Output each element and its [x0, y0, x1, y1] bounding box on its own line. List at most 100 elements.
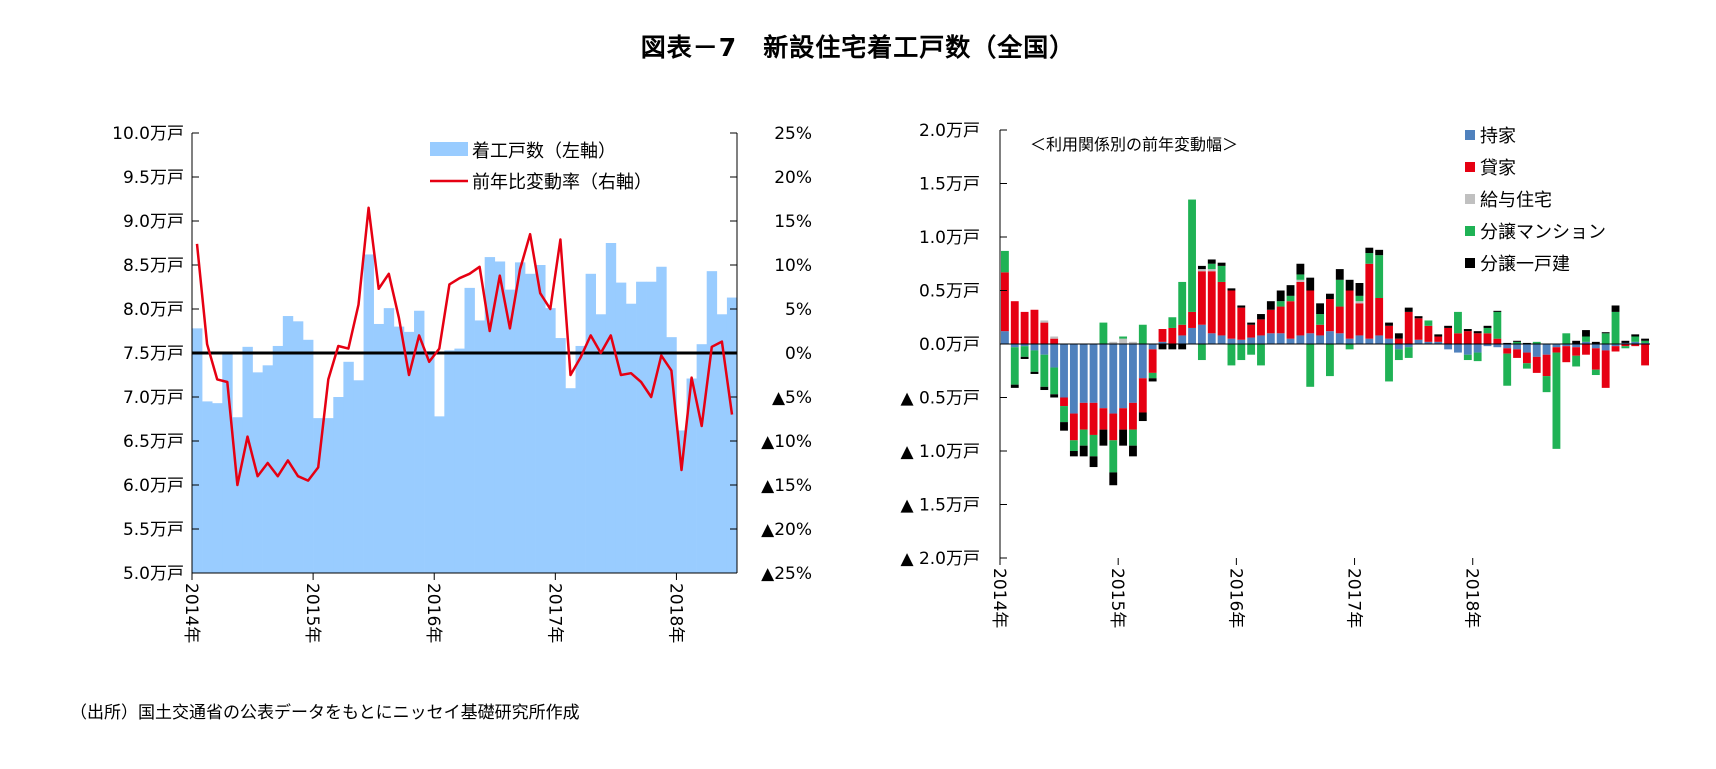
x-tick-label: 2014年: [181, 583, 201, 643]
stack-segment: [1138, 378, 1147, 413]
stack-segment: [1483, 325, 1492, 328]
stack-segment: [1010, 347, 1019, 385]
bar: [262, 365, 274, 573]
stack-segment: [1621, 340, 1630, 343]
stack-segment: [1247, 337, 1256, 344]
stack-segment: [1385, 322, 1393, 326]
stack-segment: [1306, 344, 1315, 387]
stack-segment: [1030, 350, 1039, 372]
stack-segment: [1266, 301, 1275, 310]
bar: [424, 351, 435, 573]
stack-segment: [1020, 311, 1029, 344]
x-tick-label: 2016年: [423, 583, 443, 643]
stack-segment: [1109, 341, 1118, 344]
stack-segment: [1276, 306, 1285, 334]
stack-segment: [1365, 338, 1374, 344]
stack-segment: [1129, 344, 1137, 403]
stack-segment: [1010, 301, 1019, 344]
bar: [656, 266, 667, 573]
stack-segment: [1119, 429, 1128, 446]
stack-segment: [1601, 332, 1610, 334]
legend-label-bar: 着工戸数（左軸）: [472, 141, 616, 162]
stack-segment: [1286, 285, 1295, 296]
stack-segment: [1493, 338, 1502, 344]
legend-swatch-bar: [430, 142, 468, 156]
y-tick-label: 0.5万戸: [919, 282, 980, 302]
y-tick-label: ▲ 0.5万戸: [900, 389, 980, 409]
stack-segment: [1463, 354, 1472, 361]
stack-segment: [1621, 346, 1630, 349]
bar: [353, 380, 364, 573]
stack-segment: [1454, 344, 1462, 353]
y-tick-label: 1.5万戸: [919, 175, 980, 195]
stack-segment: [1375, 249, 1384, 256]
stack-segment: [1286, 295, 1295, 302]
bar: [464, 287, 475, 573]
stack-segment: [1050, 338, 1059, 344]
stack-segment: [1552, 347, 1561, 353]
stack-segment: [1326, 293, 1334, 300]
stack-segment: [1621, 344, 1630, 347]
stack-segment: [1050, 367, 1059, 395]
stack-segment: [1119, 338, 1128, 344]
bar: [333, 397, 344, 573]
left-tick-label: 6.0万戸: [123, 476, 184, 496]
bar: [716, 314, 728, 573]
stack-segment: [1454, 333, 1462, 344]
stack-segment: [1316, 324, 1324, 336]
stack-segment: [1197, 269, 1206, 272]
stack-segment: [1266, 309, 1275, 334]
stack-segment: [1355, 295, 1364, 302]
stack-segment: [1483, 344, 1492, 347]
stack-segment: [1522, 342, 1531, 344]
bar: [514, 262, 526, 573]
stack-segment: [1040, 322, 1049, 344]
stack-segment: [1001, 272, 1009, 332]
stack-segment: [1109, 344, 1118, 414]
x-tick-label: 2016年: [1225, 568, 1245, 628]
stack-segment: [1296, 274, 1305, 280]
stack-segment: [1207, 259, 1216, 264]
bar: [313, 418, 324, 573]
stack-segment: [1207, 271, 1216, 334]
stack-segment: [1060, 344, 1068, 398]
bar: [494, 261, 506, 573]
stack-segment: [1119, 336, 1128, 339]
stack-segment: [1434, 341, 1443, 344]
stack-segment: [1296, 263, 1305, 275]
stack-segment: [1394, 344, 1403, 350]
stack-segment: [1276, 290, 1285, 302]
stack-segment: [1079, 402, 1088, 430]
stack-segment: [1060, 397, 1068, 407]
stack-segment: [1099, 322, 1108, 344]
stack-segment: [1188, 311, 1196, 328]
stack-segment: [1385, 344, 1393, 382]
x-tick-label: 2018年: [1462, 568, 1482, 628]
x-tick-label: 2014年: [989, 568, 1009, 628]
stack-segment: [1040, 354, 1049, 387]
bar: [242, 346, 253, 573]
left-tick-label: 5.0万戸: [123, 564, 184, 584]
stack-segment: [1444, 325, 1453, 328]
bar: [565, 388, 576, 573]
stack-segment: [1089, 456, 1098, 468]
stack-segment: [1060, 406, 1068, 423]
y-tick-label: ▲ 1.0万戸: [900, 442, 980, 462]
page-title: 図表－7 新設住宅着工戸数（全国）: [640, 33, 1076, 62]
right-tick-label: 15%: [774, 212, 812, 232]
stack-segment: [1473, 352, 1482, 362]
stack-segment: [1621, 342, 1630, 344]
stack-segment: [1109, 413, 1118, 441]
bar: [383, 308, 395, 573]
bar: [192, 328, 203, 573]
stack-segment: [1483, 333, 1492, 344]
stack-segment: [1631, 344, 1640, 347]
stack-segment: [1582, 341, 1590, 344]
bar: [636, 281, 647, 573]
left-tick-label: 7.5万戸: [123, 344, 184, 364]
stack-segment: [1237, 307, 1246, 340]
stack-segment: [1266, 333, 1275, 344]
stack-segment: [1148, 344, 1157, 350]
stack-segment: [1522, 363, 1531, 369]
stack-segment: [1237, 339, 1246, 344]
